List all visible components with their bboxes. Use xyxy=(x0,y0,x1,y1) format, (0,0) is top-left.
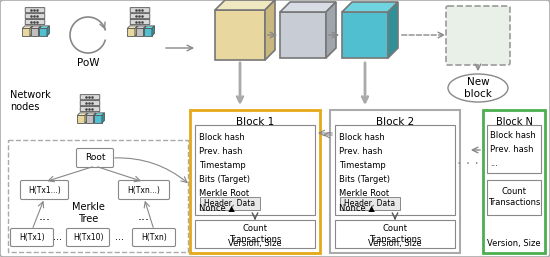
Bar xyxy=(127,29,135,36)
Polygon shape xyxy=(136,26,146,29)
Text: ...: ... xyxy=(116,233,124,243)
Text: H(Txn): H(Txn) xyxy=(141,233,167,242)
Text: Block 1: Block 1 xyxy=(236,117,274,127)
Text: Prev. hash: Prev. hash xyxy=(339,147,382,156)
FancyBboxPatch shape xyxy=(20,180,69,199)
Text: Count
Transactions: Count Transactions xyxy=(488,187,540,207)
Polygon shape xyxy=(326,2,336,58)
Polygon shape xyxy=(47,26,49,36)
Polygon shape xyxy=(265,0,275,60)
Bar xyxy=(342,12,388,58)
Text: Timestamp: Timestamp xyxy=(199,161,246,170)
Text: Prev. hash: Prev. hash xyxy=(199,147,243,156)
Ellipse shape xyxy=(448,74,508,102)
Bar xyxy=(86,115,94,123)
Polygon shape xyxy=(102,113,104,123)
Text: H(Txn...): H(Txn...) xyxy=(128,186,161,195)
Bar xyxy=(195,125,315,215)
Bar xyxy=(22,29,30,36)
Text: Bits (Target): Bits (Target) xyxy=(199,175,250,184)
FancyBboxPatch shape xyxy=(340,197,400,210)
Bar xyxy=(483,110,545,253)
Text: New
block: New block xyxy=(464,77,492,99)
Text: Nonce ▲: Nonce ▲ xyxy=(199,203,235,212)
Bar xyxy=(330,110,460,253)
Polygon shape xyxy=(85,113,87,123)
Polygon shape xyxy=(342,2,398,12)
Text: Merkle Root: Merkle Root xyxy=(339,189,389,198)
Text: Root: Root xyxy=(85,153,105,162)
FancyBboxPatch shape xyxy=(25,20,45,25)
Polygon shape xyxy=(127,26,138,29)
Text: . . .: . . . xyxy=(457,153,479,167)
Text: Merkle
Tree: Merkle Tree xyxy=(72,202,104,224)
Text: Count
Transactions: Count Transactions xyxy=(229,224,281,244)
Text: Version, Size: Version, Size xyxy=(487,239,541,248)
Text: Prev. hash: Prev. hash xyxy=(490,145,534,154)
Bar xyxy=(487,180,541,215)
FancyBboxPatch shape xyxy=(133,228,175,246)
Text: Block hash: Block hash xyxy=(339,133,385,142)
Text: ...: ... xyxy=(39,210,51,223)
Text: Nonce ▲: Nonce ▲ xyxy=(339,203,375,212)
FancyBboxPatch shape xyxy=(118,180,169,199)
Text: Bits (Target): Bits (Target) xyxy=(339,175,390,184)
Bar xyxy=(31,29,38,36)
Bar xyxy=(335,125,455,215)
Text: ...: ... xyxy=(490,159,498,168)
Bar xyxy=(77,115,85,123)
Polygon shape xyxy=(39,26,50,29)
Polygon shape xyxy=(94,113,96,123)
Bar xyxy=(280,12,326,58)
Polygon shape xyxy=(144,26,155,29)
Polygon shape xyxy=(77,113,87,115)
FancyBboxPatch shape xyxy=(67,228,109,246)
Text: ...: ... xyxy=(52,233,62,243)
FancyBboxPatch shape xyxy=(8,140,188,252)
Bar xyxy=(190,110,320,253)
Polygon shape xyxy=(152,26,155,36)
Bar xyxy=(335,220,455,248)
Text: Version, Size: Version, Size xyxy=(368,239,422,248)
FancyBboxPatch shape xyxy=(10,228,53,246)
Text: H(Tx1): H(Tx1) xyxy=(19,233,45,242)
FancyBboxPatch shape xyxy=(200,197,260,210)
Polygon shape xyxy=(280,2,336,12)
FancyBboxPatch shape xyxy=(130,8,150,13)
Bar xyxy=(195,220,315,248)
FancyBboxPatch shape xyxy=(76,149,113,168)
Text: H(Tx10): H(Tx10) xyxy=(73,233,103,242)
Bar xyxy=(215,10,265,60)
Polygon shape xyxy=(86,113,96,115)
FancyBboxPatch shape xyxy=(80,95,100,100)
Polygon shape xyxy=(144,26,146,36)
Polygon shape xyxy=(31,26,41,29)
Text: Version, Size: Version, Size xyxy=(228,239,282,248)
Polygon shape xyxy=(22,26,32,29)
Bar xyxy=(94,115,102,123)
Polygon shape xyxy=(39,26,41,36)
FancyBboxPatch shape xyxy=(25,8,45,13)
Polygon shape xyxy=(94,113,104,115)
Bar xyxy=(144,29,152,36)
FancyBboxPatch shape xyxy=(25,14,45,19)
Polygon shape xyxy=(135,26,138,36)
Text: H(Tx1...): H(Tx1...) xyxy=(28,186,61,195)
FancyBboxPatch shape xyxy=(130,14,150,19)
FancyBboxPatch shape xyxy=(80,106,100,112)
FancyBboxPatch shape xyxy=(446,6,510,65)
Text: ...: ... xyxy=(138,210,150,223)
Text: Header, Data: Header, Data xyxy=(344,199,395,208)
FancyBboxPatch shape xyxy=(80,100,100,106)
Text: Block N: Block N xyxy=(496,117,532,127)
Bar xyxy=(136,29,144,36)
Polygon shape xyxy=(30,26,32,36)
Text: PoW: PoW xyxy=(77,58,99,68)
Bar xyxy=(39,29,47,36)
Text: Block hash: Block hash xyxy=(490,131,536,140)
Bar xyxy=(487,125,541,173)
Text: Header, Data: Header, Data xyxy=(205,199,256,208)
Polygon shape xyxy=(215,0,275,10)
Text: Merkle Root: Merkle Root xyxy=(199,189,249,198)
